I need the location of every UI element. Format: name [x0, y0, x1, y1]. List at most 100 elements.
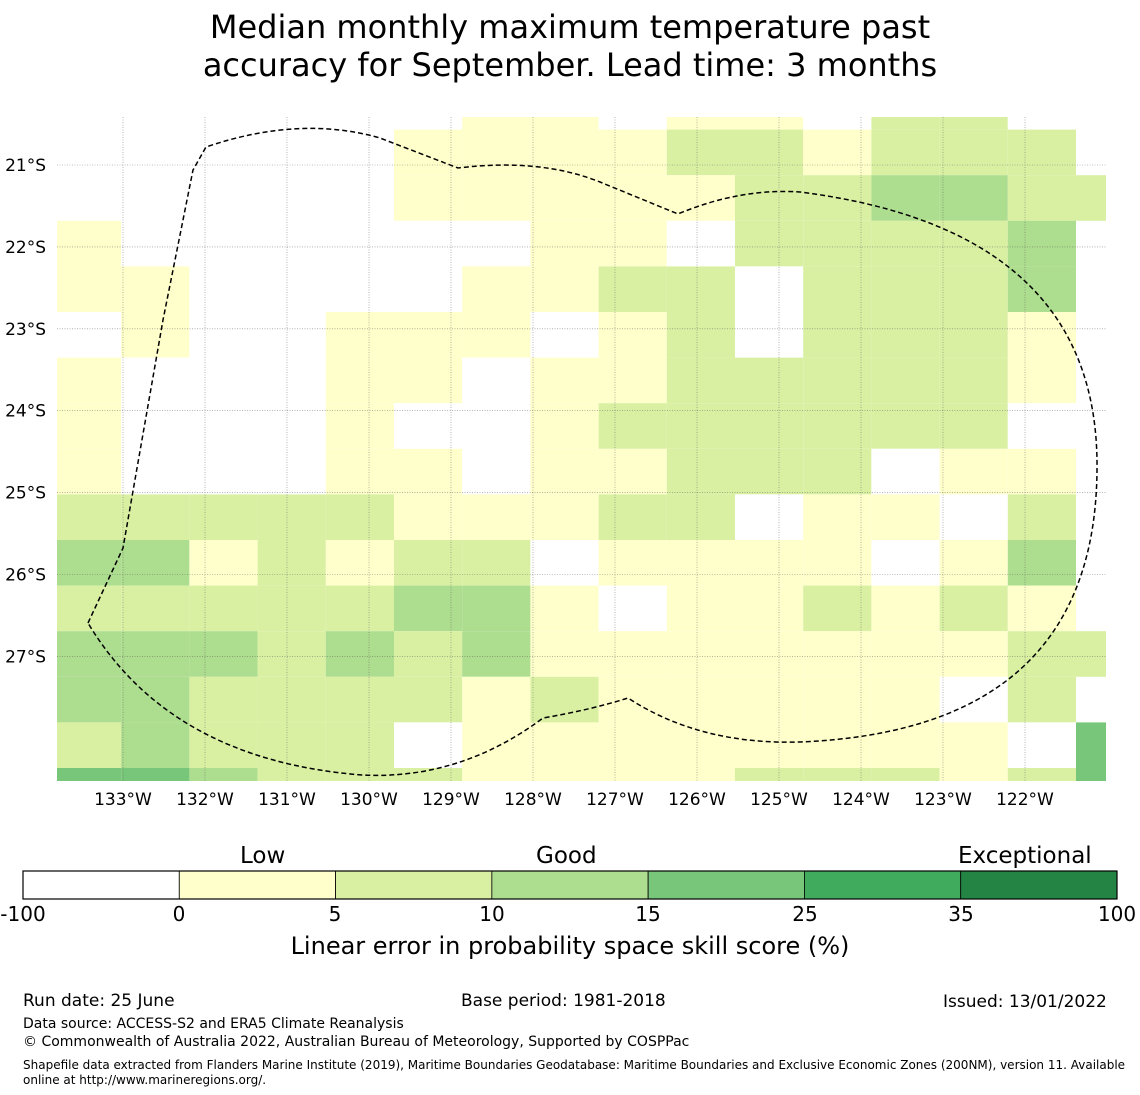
- colorbar-segment: [647, 870, 805, 900]
- skill-cell: [121, 175, 190, 221]
- skill-cell: [871, 722, 940, 768]
- latitude-label: 22°S: [5, 238, 46, 258]
- skill-cell: [530, 631, 599, 677]
- skill-cell: [394, 117, 463, 130]
- skill-cell: [325, 722, 394, 768]
- skill-cell: [803, 722, 872, 768]
- skill-cell: [803, 220, 872, 267]
- colorbar-segment: [335, 870, 493, 900]
- issued-date: Issued: 13/01/2022: [943, 992, 1107, 1012]
- skill-cell: [735, 722, 804, 768]
- skill-grid: [57, 117, 1106, 781]
- skill-cell: [394, 357, 463, 404]
- skill-cell: [871, 631, 940, 677]
- longitude-label: 124°W: [832, 790, 890, 810]
- skill-cell: [189, 403, 258, 449]
- skill-cell: [1007, 129, 1076, 176]
- skill-cell: [735, 266, 804, 312]
- longitude-label: 133°W: [94, 790, 152, 810]
- skill-cell: [803, 540, 872, 586]
- base-period: Base period: 1981-2018: [461, 991, 666, 1011]
- skill-cell: [121, 768, 190, 781]
- colorbar-title: Linear error in probability space skill …: [290, 932, 850, 960]
- skill-cell: [939, 403, 1008, 449]
- skill-cell: [189, 357, 258, 404]
- skill-cell: [735, 403, 804, 449]
- skill-cell: [189, 312, 258, 358]
- skill-cell: [57, 403, 122, 449]
- skill-cell: [530, 676, 599, 723]
- colorbar-frame: [22, 870, 1118, 900]
- skill-cell: [530, 540, 599, 586]
- skill-cell: [189, 117, 258, 130]
- skill-cell: [1076, 175, 1106, 221]
- skill-cell: [462, 175, 531, 221]
- skill-cell: [57, 448, 122, 495]
- latitude-label: 27°S: [5, 647, 46, 667]
- skill-cell: [530, 403, 599, 449]
- skill-cell: [735, 129, 804, 176]
- skill-cell: [57, 585, 122, 632]
- skill-cell: [939, 266, 1008, 312]
- skill-cell: [1007, 676, 1076, 723]
- skill-cell: [325, 175, 394, 221]
- skill-cell: [939, 117, 1008, 130]
- skill-cell: [462, 403, 531, 449]
- skill-cell: [598, 117, 667, 130]
- colorbar-segment: [178, 870, 336, 900]
- skill-cell: [257, 117, 326, 130]
- skill-cell: [530, 220, 599, 267]
- skill-cell: [257, 676, 326, 723]
- longitude-label: 122°W: [996, 790, 1054, 810]
- skill-cell: [121, 357, 190, 404]
- skill-cell: [189, 676, 258, 723]
- skill-cell: [939, 312, 1008, 358]
- skill-cell: [1007, 266, 1076, 312]
- skill-cell: [735, 175, 804, 221]
- latitude-label: 21°S: [5, 156, 46, 176]
- skill-cell: [530, 266, 599, 312]
- skill-cell: [939, 357, 1008, 404]
- skill-cell: [325, 117, 394, 130]
- skill-cell: [530, 448, 599, 495]
- skill-cell: [735, 768, 804, 781]
- skill-cell: [1076, 631, 1106, 677]
- skill-cell: [666, 175, 735, 221]
- skill-cell: [939, 494, 1008, 540]
- skill-cell: [257, 403, 326, 449]
- latitude-labels: 21°S 22°S 23°S 24°S 25°S 26°S 27°S: [5, 156, 46, 667]
- skill-cell: [57, 722, 122, 768]
- skill-cell: [394, 448, 463, 495]
- skill-cell: [530, 768, 599, 781]
- skill-cell: [189, 448, 258, 495]
- colorbar-tick: 25: [792, 902, 818, 926]
- skill-cell: [257, 585, 326, 632]
- skill-cell: [325, 266, 394, 312]
- skill-cell: [189, 129, 258, 176]
- skill-cell: [530, 357, 599, 404]
- longitude-label: 131°W: [258, 790, 316, 810]
- skill-cell: [57, 768, 122, 781]
- skill-cell: [394, 403, 463, 449]
- title-line-2: accuracy for September. Lead time: 3 mon…: [202, 46, 938, 84]
- skill-cell: [189, 540, 258, 586]
- skill-cell: [394, 585, 463, 632]
- skill-cell: [57, 129, 122, 176]
- skill-cell: [598, 768, 667, 781]
- skill-cell: [121, 266, 190, 312]
- skill-cell: [257, 768, 326, 781]
- skill-cell: [803, 631, 872, 677]
- skill-cell: [1007, 312, 1076, 358]
- skill-cell: [189, 266, 258, 312]
- skill-cell: [598, 357, 667, 404]
- skill-cell: [57, 312, 122, 358]
- skill-cell: [121, 631, 190, 677]
- skill-cell: [530, 494, 599, 540]
- skill-cell: [598, 631, 667, 677]
- skill-cell: [598, 540, 667, 586]
- skill-cell: [1007, 175, 1076, 221]
- skill-cell: [257, 266, 326, 312]
- skill-cell: [803, 768, 872, 781]
- skill-cell: [325, 312, 394, 358]
- copyright: © Commonwealth of Australia 2022, Austra…: [23, 1034, 690, 1050]
